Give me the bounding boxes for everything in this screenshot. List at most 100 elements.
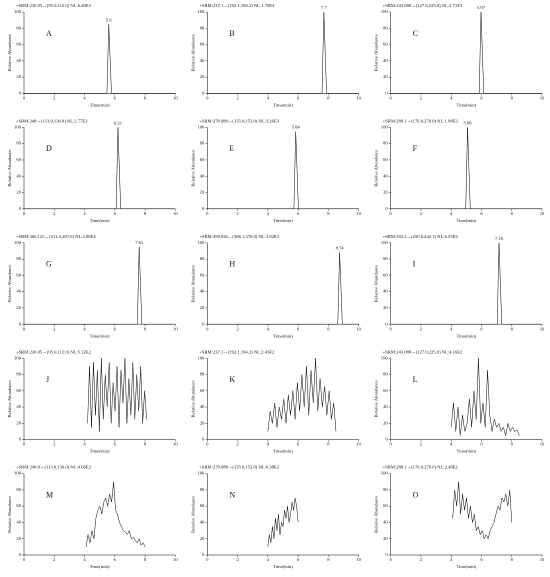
x-tick-label: 8 [511,442,514,447]
panel-letter: A [46,29,52,38]
x-tick-label: 0 [23,557,26,562]
trace [85,481,146,547]
panel-header: +SRM:237.1→(192.1,194.2) NL:1.70E4 [199,3,275,9]
x-tick-label: 10 [356,326,361,331]
panel-letter: B [229,29,234,38]
x-tick-label: 6 [480,211,483,216]
x-axis-label: Time(min) [456,449,476,454]
panel: +SRM:230.05→(95.0,112.0) NL:6.40E3020406… [7,3,178,107]
y-tick-label: 0 [385,321,388,326]
y-tick-label: 60 [16,157,21,162]
panel-header: +SRM:278.088→(135.0,152.0) NL:6.38E2 [199,465,279,471]
x-axis-label: Time(min) [90,449,110,454]
y-tick-label: 100 [381,355,389,360]
y-tick-label: 60 [200,503,205,508]
panel: +SRM:278.088→(135.0,152.0) NL:3.26E30204… [190,118,361,222]
x-tick-label: 10 [356,557,361,562]
x-tick-label: 0 [206,326,209,331]
x-tick-label: 6 [297,95,300,100]
y-tick-label: 40 [16,289,21,294]
x-axis-label: Time(min) [273,564,293,569]
panel-letter: E [229,144,234,153]
y-axis-label: Relative Abundance [190,496,195,533]
y-axis-label: Relative Abundance [374,380,379,417]
x-tick-label: 4 [83,95,86,100]
y-tick-label: 40 [200,58,205,63]
panel-header: +SRM:248→(113.0,130.0) NL:2.77E3 [16,118,88,124]
x-tick-label: 0 [23,211,26,216]
y-tick-label: 100 [197,240,205,245]
peak-label: 5.84 [292,125,301,130]
y-tick-label: 40 [200,173,205,178]
y-axis-label: Relative Abundance [374,265,379,302]
x-tick-label: 6 [114,211,117,216]
y-tick-label: 100 [381,124,389,129]
y-tick-label: 100 [197,471,205,476]
trace [267,497,299,547]
x-tick-label: 10 [540,442,545,447]
x-axis-label: Time(min) [273,102,293,107]
panel-header: +SRM:230.05→(95.0,112.0) NL:6.40E3 [16,3,92,9]
peak-label: 7.16 [495,236,504,241]
y-tick-label: 20 [16,305,21,310]
y-tick-label: 20 [16,536,21,541]
x-tick-label: 2 [53,326,56,331]
y-tick-label: 20 [200,305,205,310]
y-tick-label: 40 [200,289,205,294]
panel: +SRM:366.125→(212.3,287.0) NL:2.86E40204… [7,234,178,338]
y-tick-label: 40 [200,404,205,409]
panel-letter: D [46,144,52,153]
y-tick-label: 80 [200,487,205,492]
x-tick-label: 0 [23,95,26,100]
panel: +SRM:237.1→(192.1,194.2) NL:1.70E4020406… [190,3,361,107]
panel-header: +SRM:398.036→(366.1,376.0) NL:3.92E3 [199,234,279,240]
x-axis-label: Time(min) [90,102,110,107]
y-tick-label: 40 [383,173,388,178]
x-tick-label: 10 [540,95,545,100]
trace [450,358,520,436]
y-tick-label: 0 [19,206,22,211]
x-tick-label: 4 [450,95,453,100]
trace [452,481,512,540]
y-tick-label: 80 [16,141,21,146]
panel-letter: M [46,490,53,499]
y-tick-label: 80 [383,256,388,261]
y-tick-label: 60 [16,503,21,508]
panel-header: +SRM:288.1→(176.0,270.0) NL:2.48E2 [383,465,459,471]
x-tick-label: 2 [236,326,239,331]
y-axis-label: Relative Abundance [7,34,12,71]
y-tick-label: 80 [200,256,205,261]
panel-letter: K [229,375,235,384]
y-tick-label: 40 [16,404,21,409]
x-tick-label: 4 [83,557,86,562]
y-tick-label: 80 [383,25,388,30]
y-tick-label: 0 [19,90,22,95]
x-tick-label: 2 [236,442,239,447]
panel-letter: J [46,375,49,384]
x-tick-label: 2 [53,442,56,447]
x-tick-label: 0 [390,557,393,562]
x-tick-label: 8 [511,557,514,562]
x-tick-label: 10 [540,211,545,216]
peak-label: 5.6 [106,17,112,22]
panel: +SRM:248.0→(113.0,130.0) NL:4.68E2020406… [7,465,178,569]
y-tick-label: 0 [202,321,205,326]
x-tick-label: 2 [420,95,423,100]
panel-header: +SRM:248.0→(113.0,130.0) NL:4.68E2 [16,465,92,471]
panel-header: +SRM:288.1→(176.0,270.0) NL:1.98E3 [383,118,459,124]
x-tick-label: 2 [420,326,423,331]
x-tick-label: 10 [356,95,361,100]
x-tick-label: 6 [480,442,483,447]
x-axis-label: Time(min) [456,218,476,223]
x-axis-label: Time(min) [456,333,476,338]
x-axis-label: Time(min) [456,102,476,107]
y-tick-label: 60 [383,42,388,47]
y-axis-label: Relative Abundance [190,380,195,417]
y-tick-label: 20 [200,190,205,195]
panel-header: +SRM:278.088→(135.0,152.0) NL:3.26E3 [199,118,279,124]
y-tick-label: 40 [383,520,388,525]
y-tick-label: 60 [200,157,205,162]
x-tick-label: 8 [511,95,514,100]
y-tick-label: 100 [197,124,205,129]
